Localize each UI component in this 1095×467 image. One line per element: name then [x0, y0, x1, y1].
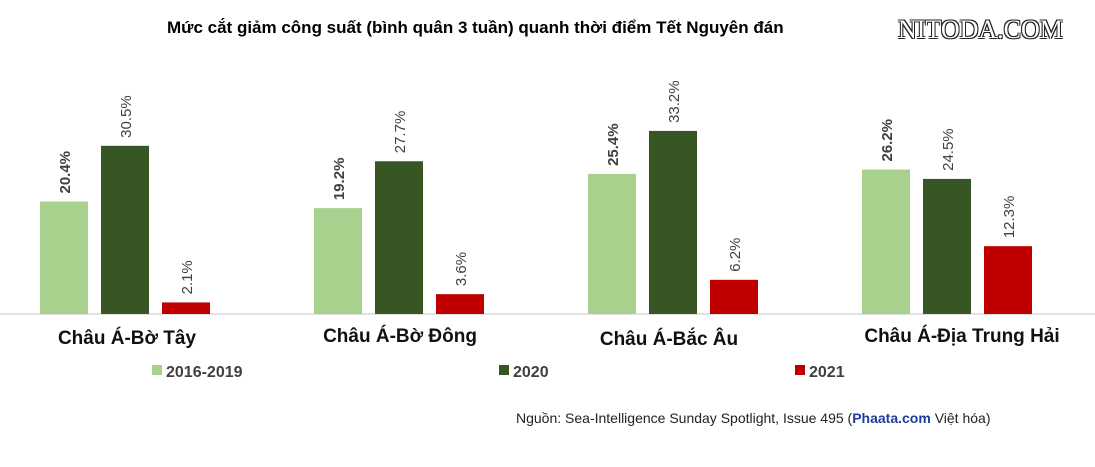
data-label-2021-1: 3.6% — [453, 252, 470, 286]
data-label-2020-3: 24.5% — [940, 128, 957, 171]
bar-2021-1 — [436, 294, 484, 314]
category-label-3: Châu Á-Địa Trung Hải — [864, 325, 1059, 347]
source-note: Nguồn: Sea-Intelligence Sunday Spotlight… — [516, 410, 990, 426]
legend-label-2021: 2021 — [809, 364, 845, 381]
data-label-2021-0: 2.1% — [179, 260, 196, 294]
bar-2016-2019-1 — [314, 208, 362, 314]
legend-swatch-2016-2019 — [152, 365, 162, 375]
source-suffix: Việt hóa) — [930, 410, 991, 426]
category-label-2: Châu Á-Bắc Âu — [600, 328, 738, 350]
data-label-2016-2019-1: 19.2% — [331, 158, 348, 201]
bar-2021-3 — [984, 246, 1032, 314]
bar-2016-2019-0 — [40, 201, 88, 314]
bar-2016-2019-2 — [588, 173, 636, 314]
bar-2020-1 — [375, 161, 423, 314]
legend-swatch-2020 — [499, 365, 509, 375]
bar-2021-0 — [162, 302, 210, 314]
data-label-2020-0: 30.5% — [118, 95, 135, 138]
bar-2016-2019-3 — [862, 169, 910, 314]
bar-2020-2 — [649, 130, 697, 314]
category-label-0: Châu Á-Bờ Tây — [58, 327, 197, 349]
source-prefix: Nguồn: Sea-Intelligence Sunday Spotlight… — [516, 410, 853, 426]
category-label-1: Châu Á-Bờ Đông — [323, 325, 477, 347]
legend-label-2020: 2020 — [513, 364, 549, 381]
data-label-2016-2019-3: 26.2% — [879, 119, 896, 162]
data-label-2020-1: 27.7% — [392, 111, 409, 154]
source-brand: Phaata.com — [852, 410, 931, 426]
data-label-2020-2: 33.2% — [666, 80, 683, 123]
chart-title: Mức cắt giảm công suất (bình quân 3 tuần… — [167, 18, 784, 37]
data-label-2016-2019-0: 20.4% — [57, 151, 74, 194]
bar-2020-0 — [101, 145, 149, 314]
data-label-2016-2019-2: 25.4% — [605, 123, 622, 166]
watermark: NITODA.COM — [898, 15, 1063, 44]
data-label-2021-2: 6.2% — [727, 238, 744, 272]
data-label-2021-3: 12.3% — [1001, 196, 1018, 239]
bar-2021-2 — [710, 279, 758, 314]
legend-swatch-2021 — [795, 365, 805, 375]
legend-label-2016-2019: 2016-2019 — [166, 364, 243, 381]
bar-2020-3 — [923, 178, 971, 314]
